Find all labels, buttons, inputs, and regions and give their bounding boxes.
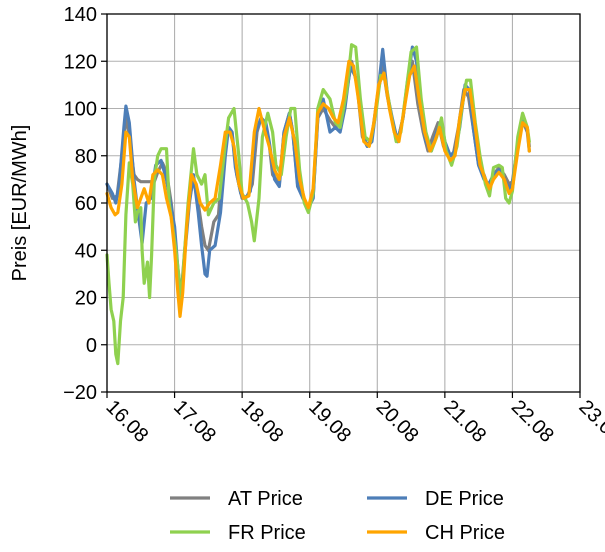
x-axis: 16.08 17.08 18.08 19.08 20.08 21.08 22.08 23.08 — [101, 392, 605, 447]
x-tick-label: 20.08 — [372, 396, 423, 447]
y-tick-label: 20 — [75, 288, 97, 310]
y-tick-label: 60 — [75, 193, 97, 215]
x-tick-label: 23.08 — [574, 396, 605, 447]
y-tick-label: 120 — [64, 51, 97, 73]
x-tick-label: 22.08 — [507, 396, 558, 447]
y-tick-label: 80 — [75, 146, 97, 168]
y-tick-label: 40 — [75, 240, 97, 262]
x-tick-label: 19.08 — [304, 396, 355, 447]
legend-label: FR Price — [228, 522, 306, 544]
x-tick-label: 18.08 — [237, 396, 288, 447]
legend-label: AT Price — [228, 488, 303, 510]
y-tick-label: 140 — [64, 4, 97, 26]
legend-label: CH Price — [425, 522, 505, 544]
plot-frame — [106, 13, 581, 393]
x-tick-label: 17.08 — [169, 396, 220, 447]
series-line-at-price — [105, 59, 531, 295]
y-tick-label: 100 — [64, 99, 97, 121]
legend-label: DE Price — [425, 488, 504, 510]
chart-series — [105, 43, 531, 366]
y-axis: −20 0 20 40 60 80 100 120 140 — [63, 4, 107, 404]
x-tick-label: 21.08 — [439, 396, 490, 447]
y-tick-label: 0 — [86, 335, 97, 357]
series-line-ch-price — [105, 59, 531, 318]
y-axis-label: Preis [EUR/MWh] — [9, 125, 31, 282]
y-tick-label: −20 — [63, 382, 97, 404]
chart-legend: AT Price DE Price FR Price CH Price — [170, 488, 505, 544]
x-tick-label: 16.08 — [101, 396, 152, 447]
